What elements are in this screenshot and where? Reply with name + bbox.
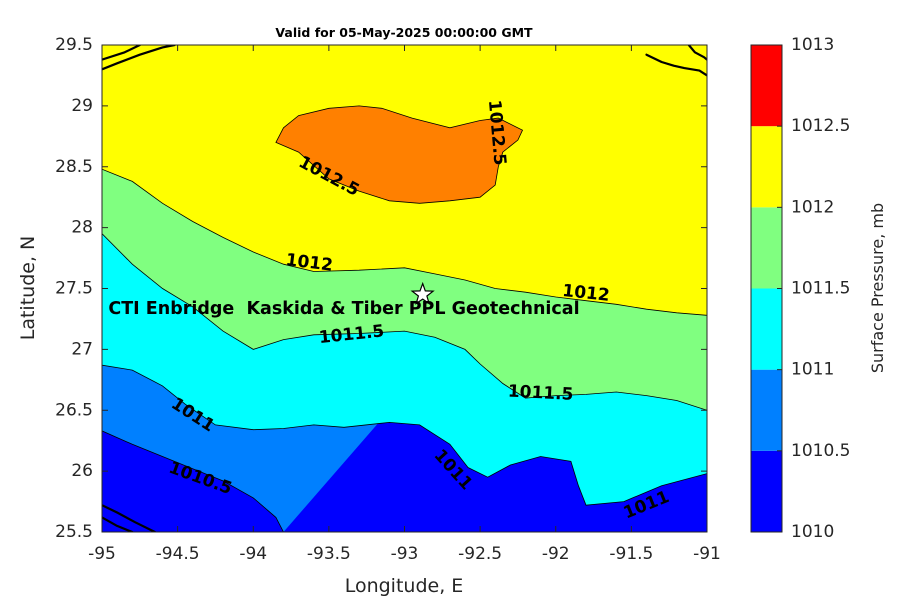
isoline-1011-5	[102, 233, 707, 411]
isoline-1012	[102, 168, 707, 316]
colorbar: 1010 1010.5 1011 1011.5 1012 1012.5 1013	[750, 35, 850, 542]
x-tick-label: -91.5	[609, 544, 653, 564]
x-tick-label: -91	[693, 544, 721, 564]
isoline-layer	[102, 105, 707, 532]
colorbar-tick-label: 1010.5	[791, 441, 850, 461]
x-tick-label: -92	[542, 544, 570, 564]
site-label: CTI Enbridge Kaskida & Tiber PPL Geotech…	[108, 299, 579, 319]
colorbar-tick-label: 1012	[791, 197, 834, 217]
colorbar-band	[751, 126, 782, 208]
coastline-5	[102, 504, 156, 532]
colorbar-band	[751, 207, 782, 289]
y-tick-label: 27	[71, 339, 93, 359]
x-tick-label: -94.5	[156, 544, 200, 564]
marker-layer: CTI Enbridge Kaskida & Tiber PPL Geotech…	[108, 281, 580, 319]
y-tick-label: 26	[71, 461, 93, 481]
chart-title: Valid for 05-May-2025 00:00:00 GMT	[275, 25, 533, 40]
y-tick-label: 29	[71, 96, 93, 116]
colorbar-band	[751, 450, 782, 532]
isoline-1010-5	[102, 430, 284, 532]
colorbar-tick-label: 1011.5	[791, 279, 850, 299]
x-axis-label: Longitude, E	[345, 575, 464, 597]
x-tick-label: -94	[239, 544, 267, 564]
colorbar-tick-label: 1012.5	[791, 116, 850, 136]
isoline-1012-5	[275, 105, 524, 204]
contour-label: 1012	[561, 281, 610, 306]
x-tick-label: -92.5	[458, 544, 502, 564]
y-axis-label: Latitude, N	[17, 236, 39, 341]
pressure-band-1012-5	[275, 105, 523, 204]
colorbar-tick-label: 1011	[791, 360, 834, 380]
coastline-2	[102, 45, 141, 61]
x-axis: -95 -94.5 -94 -93.5 -93 -92.5 -92 -91.5 -91	[88, 45, 721, 564]
y-tick-label: 27.5	[55, 279, 93, 299]
coastline-6	[102, 516, 134, 532]
site-star-marker	[410, 281, 435, 305]
y-tick-label: 26.5	[55, 400, 93, 420]
y-tick-label: 28	[71, 218, 93, 238]
colorbar-tick-label: 1010	[791, 522, 834, 542]
contour-label: 1011.5	[507, 382, 574, 405]
y-tick-label: 28.5	[55, 157, 93, 177]
isoline-1011	[102, 364, 707, 506]
colorbar-band	[751, 288, 782, 370]
coastline-3	[645, 53, 707, 77]
x-tick-label: -93	[391, 544, 419, 564]
y-axis: 25.5 26 26.5 27 27.5 28 28.5 29 29.5	[55, 35, 707, 542]
colorbar-tick-label: 1013	[791, 35, 834, 55]
pressure-fill-layer	[102, 45, 707, 532]
coastline-4	[687, 45, 707, 61]
coastline-1	[102, 45, 176, 71]
x-tick-label: -95	[88, 544, 116, 564]
colorbar-band	[751, 45, 782, 127]
plot-area: 1012.51012.5101210121011.51011.510111011…	[102, 45, 707, 532]
coastline-layer	[102, 45, 707, 532]
colorbar-label: Surface Pressure, mb	[868, 203, 887, 373]
x-tick-label: -93.5	[307, 544, 351, 564]
y-tick-label: 29.5	[55, 35, 93, 55]
y-tick-label: 25.5	[55, 522, 93, 542]
colorbar-band	[751, 369, 782, 451]
